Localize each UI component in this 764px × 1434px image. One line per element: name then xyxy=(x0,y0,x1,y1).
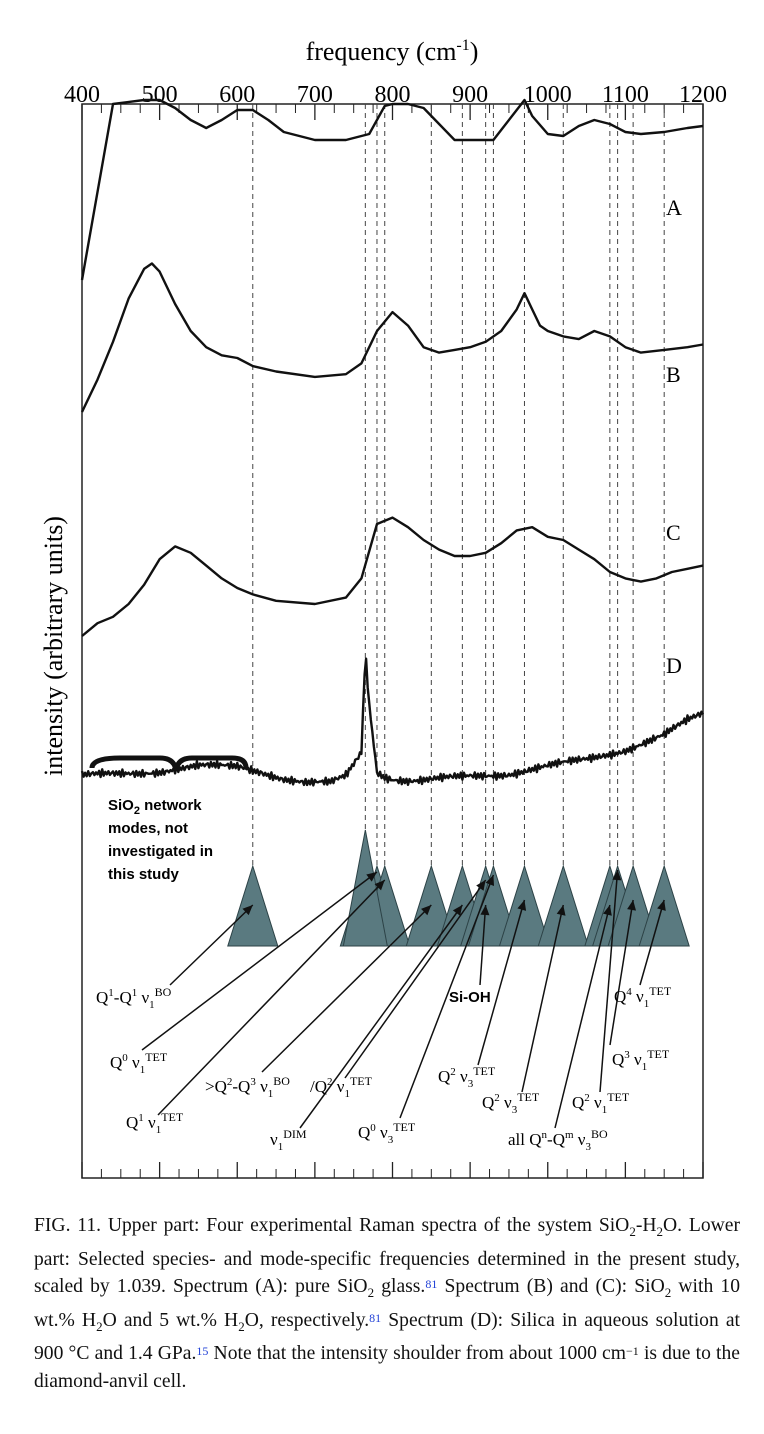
label-arrow-line xyxy=(639,899,665,986)
label-arrow-line xyxy=(599,869,619,1093)
figure-caption: FIG. 11. Upper part: Four experimental R… xyxy=(34,1215,741,1392)
label-arrows xyxy=(141,869,666,1129)
label-arrow-head xyxy=(517,900,527,911)
species-labels: Q1-Q1 ν1BO Q0 ν1TET Q1 ν1TET >Q2-Q3 ν1BO… xyxy=(96,984,672,1153)
mode-triangles xyxy=(227,829,690,947)
species-label: /Q2 ν1TET xyxy=(310,1074,373,1100)
label-arrow-line xyxy=(344,879,487,1079)
label-arrow-line xyxy=(554,904,611,1129)
spectrum-label-d: D xyxy=(666,653,682,678)
label-arrow-head xyxy=(421,905,432,916)
spectrum-d xyxy=(80,657,705,787)
species-label: Si-OH xyxy=(449,989,491,1006)
label-arrow-line xyxy=(261,904,432,1073)
citation-link[interactable]: 15 xyxy=(196,1344,209,1359)
label-arrow-head xyxy=(612,870,622,881)
network-note-line1: SiO2 network xyxy=(108,797,202,817)
species-label: Q1-Q1 ν1BO xyxy=(96,985,172,1011)
network-note-line3: investigated in xyxy=(108,843,213,860)
y-axis-title: intensity (arbitrary units) xyxy=(39,516,68,776)
citation-link[interactable]: 81 xyxy=(425,1277,438,1292)
label-arrow-head xyxy=(627,900,637,911)
spectrum-c xyxy=(81,516,704,637)
label-arrow-line xyxy=(609,899,634,1046)
plot-frame xyxy=(81,103,704,1179)
label-arrow-head xyxy=(657,900,666,911)
label-arrow-head xyxy=(556,905,566,916)
label-arrow-head xyxy=(242,905,253,916)
label-arrow-line xyxy=(479,904,487,986)
species-label: >Q2-Q3 ν1BO xyxy=(205,1074,290,1100)
label-arrow-line xyxy=(169,904,254,986)
spectrum-label-b: B xyxy=(666,362,681,387)
network-note-line4: this study xyxy=(108,866,179,883)
label-arrow-line xyxy=(141,871,378,1051)
network-note-line2: modes, not xyxy=(108,820,188,837)
label-arrow-head xyxy=(476,880,486,891)
species-label: Q1 ν1TET xyxy=(126,1110,184,1136)
x-ticks xyxy=(81,104,704,1178)
label-arrow-head xyxy=(374,880,385,891)
species-label: Q2 ν1TET xyxy=(572,1090,630,1116)
spectrum-a xyxy=(80,98,704,281)
spectrum-label-c: C xyxy=(666,520,681,545)
species-label: Q0 ν1TET xyxy=(110,1050,168,1076)
species-label: Q2 ν3TET xyxy=(438,1064,496,1090)
label-arrow-line xyxy=(299,904,463,1129)
label-arrow-head xyxy=(366,872,377,882)
label-arrow-head xyxy=(603,905,612,916)
species-label: Q0 ν3TET xyxy=(358,1120,416,1146)
label-arrow-line xyxy=(399,874,495,1119)
x-axis-title: frequency (cm-1) xyxy=(306,37,479,66)
spectra xyxy=(80,98,705,787)
spectrum-b xyxy=(80,262,704,413)
species-label: Q3 ν1TET xyxy=(612,1047,670,1073)
species-label: Q4 ν1TET xyxy=(614,984,672,1010)
network-brace xyxy=(89,755,249,771)
raman-figure: frequency (cm-1) 400 500 600 700 800 900 1000 1… xyxy=(39,37,727,1179)
label-arrow-line xyxy=(521,904,565,1093)
label-arrow-head xyxy=(485,875,495,886)
species-label: Q2 ν3TET xyxy=(482,1090,540,1116)
label-arrow-line xyxy=(157,879,386,1116)
label-arrow-head xyxy=(452,905,463,916)
label-arrow-head xyxy=(480,905,490,916)
spectrum-label-a: A xyxy=(666,195,682,220)
citation-link[interactable]: 81 xyxy=(369,1310,382,1325)
species-label: all Qn-Qm ν3BO xyxy=(508,1127,608,1153)
label-arrow-line xyxy=(477,899,526,1066)
frequency-guides xyxy=(252,104,665,940)
species-label: ν1DIM xyxy=(270,1127,307,1153)
